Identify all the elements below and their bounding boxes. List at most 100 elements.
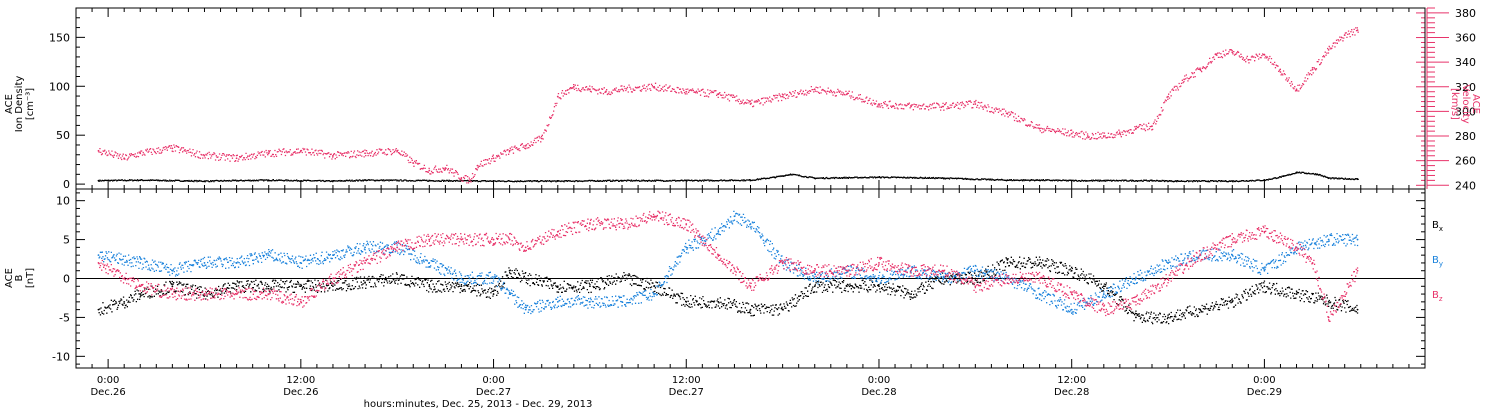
bz-series-point <box>878 262 880 264</box>
bx-series-point <box>653 285 656 288</box>
bx-series-point <box>460 285 463 288</box>
by-series-point <box>1231 254 1234 257</box>
velocity-series-point <box>813 88 816 91</box>
ion-density-series-point <box>267 179 270 182</box>
ion-density-series-point <box>1102 179 1105 182</box>
bz-series-point <box>1311 262 1314 264</box>
bz-series-point <box>653 215 656 218</box>
bx-series-point <box>1327 300 1330 303</box>
bz-series-point <box>1135 300 1137 303</box>
bx-series-point <box>171 285 174 288</box>
x-tick-date: Dec.27 <box>669 387 704 398</box>
by-series-point <box>733 215 736 218</box>
bz-series-point <box>781 262 784 264</box>
velocity-series-point <box>1295 88 1298 91</box>
by-series-point <box>1135 277 1137 280</box>
bz-series-point <box>685 223 688 225</box>
ion-density-series-point <box>942 177 945 180</box>
by-series-point <box>508 293 511 295</box>
ion-density-series-point <box>1038 179 1041 182</box>
bx-series-point <box>1135 316 1137 319</box>
field-axis-title-line2: B <box>14 274 25 281</box>
bx-series-point <box>97 308 100 311</box>
bottom-panel-series <box>97 210 1359 325</box>
velocity-tick-label: 320 <box>1455 81 1476 94</box>
velocity-tick-label: 300 <box>1455 105 1476 118</box>
bz-series-point <box>364 262 366 264</box>
bx-series-point <box>508 269 511 272</box>
velocity-series-point <box>974 103 977 105</box>
by-series-point <box>428 262 431 264</box>
bx-series-point <box>781 308 784 311</box>
bz-series-point <box>97 262 100 264</box>
ion-density-series-point <box>878 176 880 179</box>
by-series-point <box>974 269 977 272</box>
bx-series-point <box>524 277 527 280</box>
top-panel-ticks: 0 50 100 150 240 260 280 300 320 340 360 380 <box>49 7 1476 192</box>
velocity-series-point <box>1086 135 1089 137</box>
field-tick-label: 5 <box>63 234 70 247</box>
bz-series-point <box>621 223 623 225</box>
velocity-tick-label: 280 <box>1455 130 1476 143</box>
bz-series-point <box>589 223 591 225</box>
top-panel-series <box>97 27 1359 184</box>
velocity-series-point <box>621 88 623 91</box>
by-series-point <box>364 246 366 249</box>
bz-series-point <box>942 269 945 272</box>
ion-density-series-point <box>1231 180 1234 183</box>
field-tick-label: 10 <box>56 195 70 208</box>
ion-density-series-point <box>1282 175 1285 178</box>
velocity-series-point <box>364 152 366 155</box>
velocity-series <box>97 27 1359 184</box>
velocity-series-point <box>1231 51 1234 54</box>
velocity-series-point <box>1006 112 1009 115</box>
velocity-series-point <box>749 103 752 105</box>
ion-density-series-point <box>1327 177 1330 180</box>
ion-density-series-point <box>139 179 142 182</box>
bz-series <box>97 210 1359 323</box>
ion-density-series-point <box>1263 179 1266 182</box>
velocity-series-point <box>910 105 912 108</box>
velocity-series-point <box>717 93 720 96</box>
by-series-point <box>332 254 334 257</box>
bx-series-point <box>974 277 977 280</box>
bz-series-point <box>1006 277 1009 280</box>
bx-series-point <box>1038 262 1041 264</box>
bx-series-point <box>1167 316 1169 319</box>
density-tick-label: 50 <box>56 129 70 142</box>
bz-series-point <box>974 285 977 288</box>
velocity-series-point <box>1215 53 1218 56</box>
bz-series-point <box>1167 277 1169 280</box>
velocity-series-point <box>1102 135 1105 137</box>
bx-series-point <box>910 293 912 295</box>
velocity-axis-title-line1: ACE <box>1470 94 1481 114</box>
bx-series-point <box>1295 293 1298 295</box>
by-series-point <box>942 277 945 280</box>
x-tick-date: Dec.27 <box>476 387 511 398</box>
ion-density-velocity-panel: 0 50 100 150 240 260 280 300 320 340 360 380 ACE Io… <box>4 7 1481 192</box>
velocity-series-point <box>171 147 174 150</box>
by-series-point <box>749 223 752 225</box>
velocity-series-point <box>444 167 447 169</box>
velocity-series-point <box>492 157 495 160</box>
bz-series-point <box>1199 254 1202 257</box>
x-tick-time: 12:00 <box>1057 375 1086 386</box>
bz-series-point <box>845 269 848 272</box>
velocity-series-point <box>203 154 206 157</box>
by-series-point <box>267 254 270 257</box>
ion-density-series-point <box>1175 180 1177 183</box>
bx-series-point <box>1006 262 1009 264</box>
by-series-point <box>717 230 720 233</box>
ion-density-series-point <box>97 179 100 182</box>
bx-series-point <box>1356 308 1359 311</box>
velocity-series-point <box>845 93 848 96</box>
by-series-point <box>524 308 527 311</box>
velocity-series-point <box>332 154 334 157</box>
velocity-series-point <box>460 177 463 179</box>
velocity-series-point <box>1070 132 1073 135</box>
by-series-point <box>1070 308 1073 311</box>
velocity-series-point <box>1135 127 1137 130</box>
velocity-series-point <box>508 149 511 152</box>
density-axis-title-line1: ACE <box>4 94 15 114</box>
velocity-series-point <box>942 105 945 108</box>
